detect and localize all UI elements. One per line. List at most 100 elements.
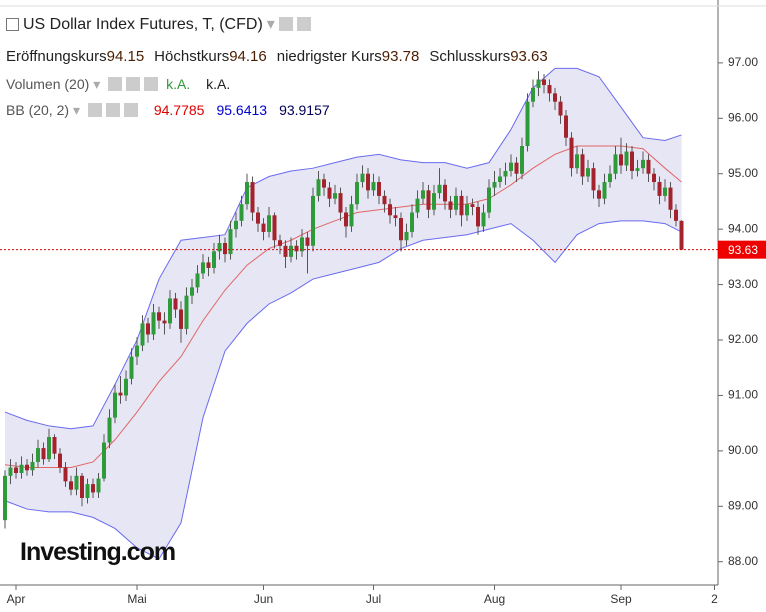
candle-body — [630, 151, 634, 171]
candle-body — [107, 417, 112, 443]
x-tick-label: Jul — [366, 592, 381, 606]
gear-icon[interactable] — [126, 77, 141, 91]
candle-body — [547, 85, 552, 94]
gear-icon[interactable] — [105, 103, 120, 117]
candle-body — [674, 209, 678, 221]
candle-body — [454, 195, 458, 210]
candle-body — [525, 101, 530, 147]
candle-body — [228, 229, 233, 255]
candle-body — [586, 168, 590, 177]
volume-label: Volumen (20) — [6, 76, 90, 92]
candle-body — [85, 484, 90, 498]
x-tick-label: Aug — [484, 592, 505, 606]
candle-body — [151, 312, 156, 335]
volume-row: Volumen (20) ▾ k.A. k.A. — [6, 76, 231, 92]
candle-body — [140, 323, 145, 346]
candle-body — [536, 79, 541, 88]
candle-body — [641, 159, 645, 169]
candle-body — [102, 442, 106, 479]
candle-body — [146, 323, 150, 335]
candle-body — [679, 220, 684, 250]
candle-body — [305, 237, 310, 246]
candle-body — [415, 198, 420, 213]
candle-body — [96, 478, 101, 493]
collapse-icon[interactable] — [6, 18, 19, 31]
title-row: US Dollar Index Futures, T, (CFD) ▾ — [6, 14, 315, 34]
y-tick-label: 88.00 — [728, 554, 758, 568]
candle-body — [553, 93, 557, 102]
y-tick-label: 95.00 — [728, 166, 758, 180]
band-fill — [5, 68, 682, 559]
candle-body — [69, 481, 73, 490]
candle-body — [514, 162, 519, 174]
eye-icon[interactable] — [108, 77, 123, 91]
candle-body — [118, 392, 123, 396]
candle-body — [575, 154, 579, 169]
candle-body — [162, 320, 167, 324]
close-icon[interactable] — [144, 77, 159, 91]
candle-body — [558, 101, 563, 116]
y-tick-label: 94.00 — [728, 221, 758, 235]
candle-body — [234, 220, 238, 230]
candle-body — [492, 182, 497, 188]
ohlc-value: 93.63 — [510, 48, 548, 65]
candle-body — [388, 204, 392, 216]
candle-body — [245, 182, 249, 205]
y-tick-label: 93.00 — [728, 277, 758, 291]
candle-body — [206, 262, 211, 268]
candle-body — [613, 154, 618, 174]
candle-body — [542, 79, 546, 86]
bb-value: 95.6413 — [216, 102, 268, 118]
candle-body — [80, 475, 84, 498]
candle-body — [426, 190, 431, 210]
candle-body — [608, 173, 612, 183]
eye-icon[interactable] — [278, 17, 293, 31]
candle-body — [624, 151, 629, 166]
y-tick-label: 92.00 — [728, 332, 758, 346]
candle-body — [8, 467, 13, 476]
ohlc-label: Höchstkurs — [154, 48, 230, 65]
y-tick-label: 96.00 — [728, 110, 758, 124]
gear-icon[interactable] — [296, 17, 311, 31]
x-tick-label: 2 — [711, 592, 718, 606]
candle-body — [393, 215, 398, 219]
x-tick-label: Jun — [254, 592, 273, 606]
candle-body — [58, 453, 62, 468]
chart-title: US Dollar Index Futures, T, (CFD) — [23, 16, 263, 33]
candle-body — [316, 179, 321, 196]
candle-body — [195, 273, 200, 288]
ohlc-label: niedrigster Kurs — [276, 48, 382, 65]
candle-body — [382, 195, 387, 205]
candle-body — [267, 215, 271, 232]
close-icon[interactable] — [123, 103, 138, 117]
bb-value: 93.9157 — [279, 102, 330, 118]
eye-icon[interactable] — [87, 103, 102, 117]
candle-body — [168, 298, 172, 324]
candle-body — [344, 212, 348, 227]
candle-body — [437, 184, 442, 194]
x-tick-label: Mai — [127, 592, 146, 606]
candle-body — [360, 173, 365, 183]
candle-body — [564, 115, 568, 138]
candle-body — [668, 187, 673, 210]
bb-label: BB (20, 2) — [6, 102, 70, 118]
y-tick-label: 89.00 — [728, 498, 758, 512]
ohlc-label: Schlusskurs — [429, 48, 511, 65]
candle-body — [113, 392, 117, 418]
candle-body — [223, 243, 227, 255]
candle-body — [272, 215, 277, 241]
candle-body — [377, 182, 381, 196]
candle-body — [52, 437, 57, 454]
candle-body — [443, 184, 447, 202]
candle-body — [157, 312, 161, 321]
dropdown[interactable]: ▾ — [266, 16, 275, 33]
candle-body — [459, 195, 464, 216]
logo: Investing.com — [20, 538, 176, 566]
candle-body — [652, 173, 656, 183]
candle-body — [355, 182, 359, 205]
candle-body — [619, 154, 623, 166]
candle-body — [47, 437, 51, 460]
candle-body — [14, 467, 18, 474]
